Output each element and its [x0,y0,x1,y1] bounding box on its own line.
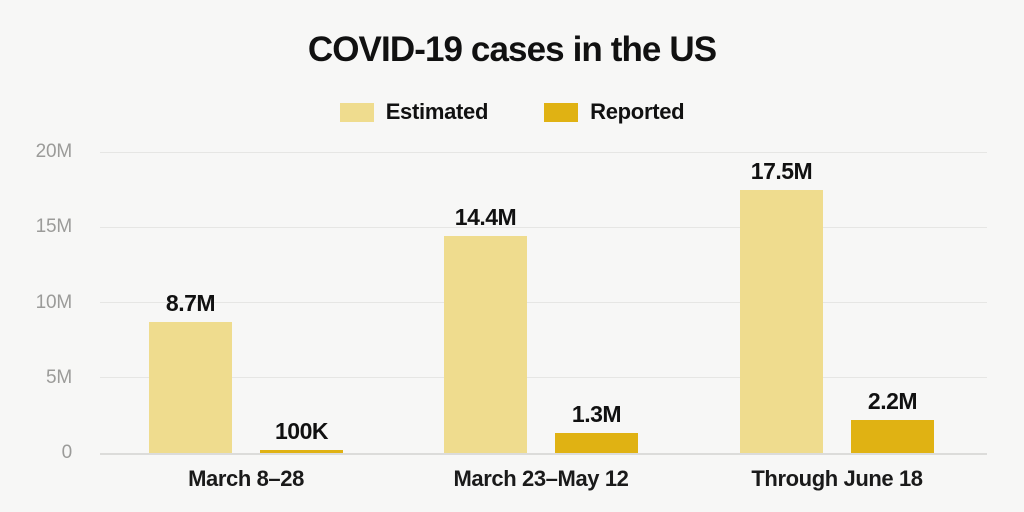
legend-item-reported: Reported [544,99,685,124]
bar-value-label: 1.3M [571,401,622,428]
y-axis-tick-label: 5M [46,366,72,388]
bar-estimated-1: 8.7M [149,291,232,453]
bar-estimated-3: 17.5M [740,159,823,453]
legend-label-reported: Reported [590,99,685,124]
x-axis-category-label: March 23–May 12 [453,466,629,491]
gridline [100,226,987,228]
legend-swatch-reported [544,102,579,122]
bar-value-label: 14.4M [454,204,517,231]
bar-value-label: 8.7M [165,290,216,317]
chart-legend: Estimated Reported [0,100,1024,124]
bar-value-label: 100K [275,418,328,444]
y-axis-tick-label: 20M [35,141,73,162]
bar-reported-1: 100K [260,419,343,453]
gridline [100,302,987,303]
legend-swatch-estimated [339,102,374,122]
legend-label-estimated: Estimated [385,99,489,124]
gridline [100,151,987,153]
x-axis-category-label: March 8–28 [188,466,304,491]
bar-estimated-2: 14.4M [444,205,527,453]
legend-item-estimated: Estimated [339,99,489,124]
y-axis-tick-label: 15M [35,216,73,238]
bar-reported-2: 1.3M [555,402,638,453]
x-axis-category-label: Through June 18 [751,466,923,491]
y-axis-tick-label: 0 [61,442,73,463]
chart-title: COVID-19 cases in the US [307,30,717,69]
plot-area: 8.7M 100K 14.4M 1.3M 17.5M 2.2M [100,151,987,455]
axis-baseline [100,453,987,455]
y-axis-tick-label: 10M [35,291,73,313]
bar-value-label: 2.2M [867,387,918,414]
gridline [100,377,987,379]
bar-value-label: 17.5M [750,157,813,184]
bar-reported-3: 2.2M [851,389,934,453]
